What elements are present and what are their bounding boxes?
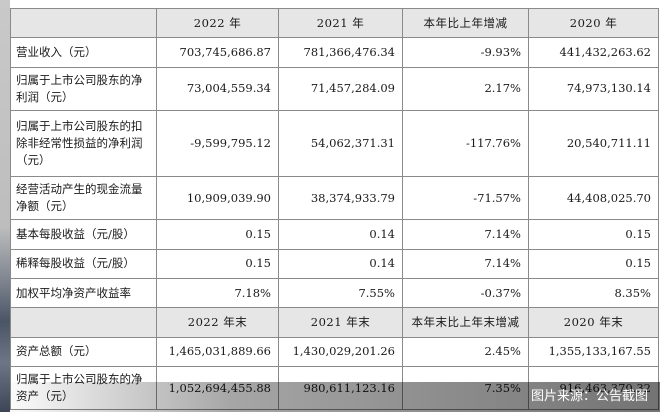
header-yoy-change: 本年比上年增减 [402, 7, 529, 39]
header-2020-end: 2020 年末 [528, 307, 659, 338]
cell-2020: 0.15 [528, 219, 659, 250]
cell-change: -71.57% [402, 176, 529, 221]
image-source-caption: 图片来源：公告截图 [0, 382, 660, 412]
cell-change: 7.14% [402, 219, 529, 250]
background-edge [0, 0, 10, 412]
table-row: 经营活动产生的现金流量净额（元） 10,909,039.90 38,374,93… [10, 176, 659, 221]
cell-2020: 0.15 [528, 248, 659, 279]
cell-change-end: 2.45% [402, 336, 529, 368]
row-label: 加权平均净资产收益率 [10, 277, 157, 309]
table-row: 稀释每股收益（元/股） 0.15 0.14 7.14% 0.15 [10, 248, 659, 279]
cell-change: -9.93% [402, 37, 529, 68]
cell-2022-end: 1,465,031,889.66 [156, 336, 279, 368]
row-label: 归属于上市公司股东的净利润（元） [10, 66, 157, 111]
header-2022: 2022 年 [156, 7, 279, 39]
row-label: 经营活动产生的现金流量净额（元） [10, 176, 157, 221]
table-row: 归属于上市公司股东的扣除非经常性损益的净利润（元） -9,599,795.12 … [10, 109, 659, 178]
cell-2020: 441,432,263.62 [528, 37, 659, 68]
cell-2021: 0.14 [278, 219, 403, 250]
row-label: 营业收入（元） [10, 37, 157, 68]
cell-2021-end: 1,430,029,201.26 [278, 336, 403, 368]
row-label: 资产总额（元） [10, 336, 157, 368]
cell-2022: 703,745,686.87 [156, 37, 279, 68]
cell-2021: 781,366,476.34 [278, 37, 403, 68]
cell-2021: 71,457,284.09 [278, 66, 403, 111]
cell-2021: 54,062,371.31 [278, 109, 403, 178]
table-row: 基本每股收益（元/股） 0.15 0.14 7.14% 0.15 [10, 219, 659, 250]
subheader-label-cell [10, 307, 157, 338]
cell-2022: 10,909,039.90 [156, 176, 279, 221]
cell-2020: 44,408,025.70 [528, 176, 659, 221]
cell-2022: 7.18% [156, 277, 279, 309]
table-subheader-row: 2022 年末 2021 年末 本年末比上年末增减 2020 年末 [10, 307, 659, 338]
cell-change: 2.17% [402, 66, 529, 111]
table-header-row: 2022 年 2021 年 本年比上年增减 2020 年 [10, 7, 659, 39]
header-2021: 2021 年 [278, 7, 403, 39]
cell-2020: 74,973,130.14 [528, 66, 659, 111]
cell-2021: 38,374,933.79 [278, 176, 403, 221]
cell-2020: 8.35% [528, 277, 659, 309]
cell-2022: 0.15 [156, 219, 279, 250]
cell-change: -0.37% [402, 277, 529, 309]
table-row: 资产总额（元） 1,465,031,889.66 1,430,029,201.2… [10, 336, 659, 368]
row-label: 稀释每股收益（元/股） [10, 248, 157, 279]
header-2022-end: 2022 年末 [156, 307, 279, 338]
cell-2022: 73,004,559.34 [156, 66, 279, 111]
cell-2022: 0.15 [156, 248, 279, 279]
header-2021-end: 2021 年末 [278, 307, 403, 338]
financial-summary-table: 2022 年 2021 年 本年比上年增减 2020 年 营业收入（元） 703… [10, 7, 659, 410]
cell-2021: 0.14 [278, 248, 403, 279]
cell-2020: 20,540,711.11 [528, 109, 659, 178]
header-label-cell [10, 7, 157, 39]
cell-2021: 7.55% [278, 277, 403, 309]
header-yoy-change-end: 本年末比上年末增减 [402, 307, 529, 338]
cell-2020-end: 1,355,133,167.55 [528, 336, 659, 368]
cell-change: 7.14% [402, 248, 529, 279]
cell-2022: -9,599,795.12 [156, 109, 279, 178]
table-row: 加权平均净资产收益率 7.18% 7.55% -0.37% 8.35% [10, 277, 659, 309]
row-label: 基本每股收益（元/股） [10, 219, 157, 250]
row-label: 归属于上市公司股东的扣除非经常性损益的净利润（元） [10, 109, 157, 178]
table-row: 营业收入（元） 703,745,686.87 781,366,476.34 -9… [10, 37, 659, 68]
cell-change: -117.76% [402, 109, 529, 178]
table-row: 归属于上市公司股东的净利润（元） 73,004,559.34 71,457,28… [10, 66, 659, 111]
header-2020: 2020 年 [528, 7, 659, 39]
